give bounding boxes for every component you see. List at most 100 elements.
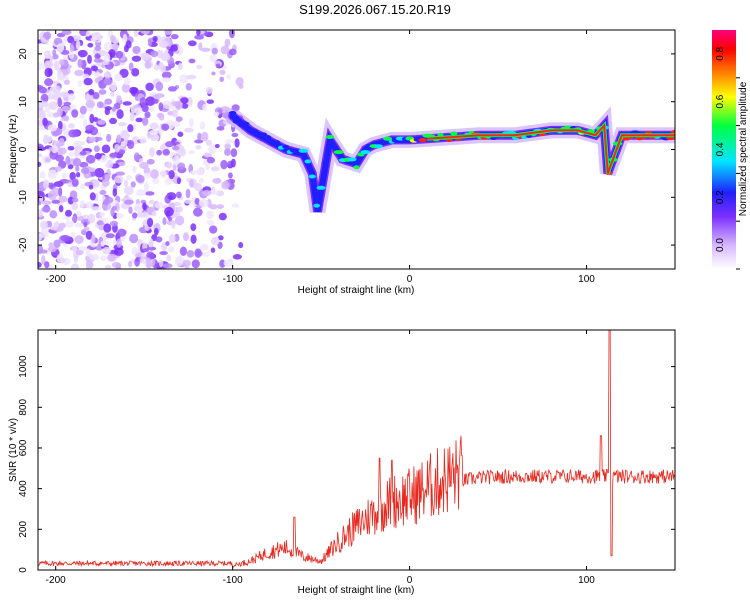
bottom-y-ticks: 0 200 400 600 800 1000	[18, 355, 675, 573]
noise-speckle	[218, 212, 227, 221]
noise-speckle	[51, 85, 62, 94]
noise-speckle	[120, 129, 129, 136]
noise-speckle	[104, 174, 111, 181]
noise-speckle	[79, 114, 85, 119]
noise-speckle	[172, 155, 180, 166]
noise-speckle	[118, 161, 126, 166]
noise-speckle	[114, 143, 120, 153]
noise-speckle	[225, 139, 235, 144]
noise-speckle	[219, 259, 226, 268]
noise-speckle	[153, 64, 160, 71]
noise-speckle	[141, 52, 151, 61]
noise-speckle	[159, 64, 166, 73]
noise-speckle	[117, 122, 128, 127]
noise-speckle	[153, 227, 159, 236]
noise-speckle	[115, 50, 124, 59]
figure-title: S199.2026.067.15.20.R19	[299, 2, 451, 17]
ridge-blob	[670, 129, 675, 134]
noise-speckle	[83, 226, 90, 231]
noise-speckle	[187, 40, 197, 47]
noise-speckle	[58, 59, 65, 65]
noise-speckle	[232, 254, 242, 260]
ridge-blob	[382, 136, 393, 141]
noise-speckle	[197, 132, 202, 141]
noise-speckle	[77, 58, 83, 68]
colorbar: 0.0 0.2 0.4 0.6 0.8 Normalized spectral ampl…	[712, 30, 749, 270]
noise-speckle	[38, 212, 43, 218]
noise-speckle	[210, 247, 216, 253]
noise-speckle	[88, 136, 96, 143]
noise-speckle	[48, 245, 57, 253]
noise-speckle	[198, 177, 204, 184]
noise-speckle	[38, 200, 42, 206]
noise-speckle	[85, 154, 96, 164]
noise-speckle	[103, 198, 110, 206]
noise-speckle	[116, 109, 124, 120]
noise-speckle	[216, 63, 221, 68]
noise-speckle	[52, 53, 59, 60]
noise-speckle	[97, 119, 106, 125]
noise-speckle	[128, 206, 133, 214]
noise-speckle	[80, 183, 86, 190]
heatmap-layer	[38, 30, 675, 269]
noise-speckle	[106, 159, 114, 169]
noise-speckle	[189, 170, 198, 176]
noise-speckle	[118, 149, 126, 155]
noise-speckle	[111, 262, 122, 268]
noise-speckle	[145, 96, 156, 107]
noise-speckle	[69, 171, 76, 181]
noise-speckle	[70, 231, 76, 238]
colorbar-ticks: 0.0 0.2 0.4 0.6 0.8	[715, 46, 740, 270]
noise-speckle	[42, 117, 48, 127]
noise-speckle	[61, 257, 71, 266]
noise-speckle	[150, 169, 159, 179]
noise-speckle	[132, 165, 137, 174]
ridge-peak	[427, 123, 675, 174]
noise-speckle	[85, 248, 91, 257]
noise-speckle	[51, 144, 59, 154]
noise-speckle	[78, 246, 88, 251]
noise-speckle	[149, 147, 155, 158]
noise-speckle	[59, 91, 70, 98]
noise-speckle	[238, 242, 244, 249]
noise-speckle	[170, 33, 179, 40]
noise-speckle	[149, 238, 154, 247]
noise-speckle	[41, 206, 51, 213]
noise-speckle	[90, 180, 100, 188]
noise-speckle	[104, 264, 112, 269]
noise-speckle	[61, 30, 72, 35]
noise-speckle	[188, 118, 194, 128]
noise-speckle	[158, 102, 164, 112]
noise-speckle	[69, 44, 74, 53]
noise-speckle	[184, 127, 194, 133]
noise-speckle	[130, 181, 136, 188]
noise-speckle	[116, 213, 124, 219]
noise-speckle	[44, 67, 53, 78]
noise-speckle	[123, 186, 134, 195]
noise-speckle	[72, 157, 82, 167]
noise-speckle	[146, 217, 154, 228]
top-y-ticks: -20 -10 0 10 20	[18, 48, 675, 252]
noise-speckle	[103, 78, 111, 85]
noise-speckle	[83, 77, 93, 86]
noise-speckle	[43, 60, 54, 69]
noise-speckle	[88, 88, 95, 96]
noise-speckle	[112, 188, 118, 197]
noise-speckle	[158, 112, 165, 121]
noise-speckle	[41, 200, 52, 206]
noise-speckle	[123, 77, 131, 86]
noise-speckle	[168, 233, 176, 244]
noise-speckle	[152, 177, 160, 185]
ridge-blob	[313, 203, 321, 208]
bottom-x-tick-label: -200	[46, 575, 66, 586]
noise-speckle	[131, 55, 142, 62]
noise-speckle	[129, 233, 139, 244]
noise-speckle	[119, 68, 129, 78]
noise-speckle	[194, 248, 202, 258]
ridge-blob	[325, 135, 335, 140]
noise-speckle	[117, 228, 127, 237]
top-x-axis-label: Height of straight line (km)	[298, 285, 415, 296]
noise-speckle	[49, 210, 58, 219]
noise-speckle	[87, 213, 96, 224]
